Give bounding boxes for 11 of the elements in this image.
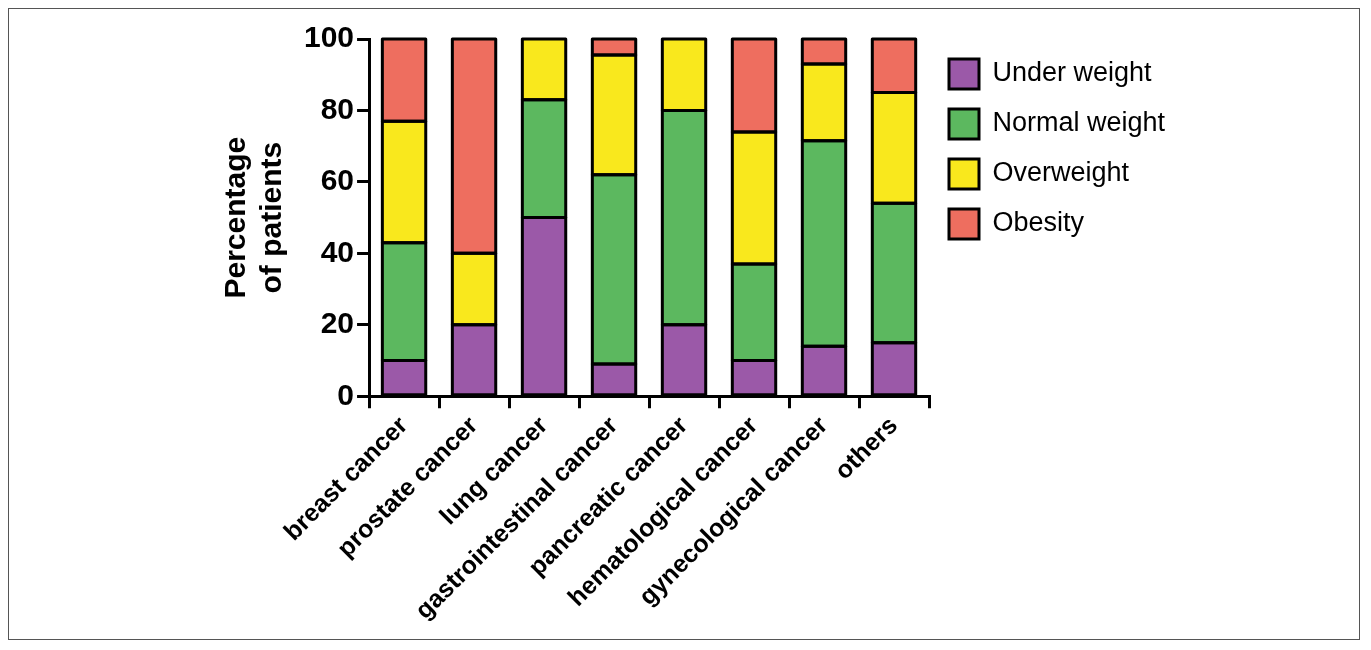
y-tick-label: 80 (320, 91, 355, 125)
legend-label: Overweight (992, 157, 1130, 188)
legend-label: Normal weight (992, 107, 1166, 138)
legend-label: Under weight (992, 57, 1153, 88)
y-tick-label: 20 (320, 306, 355, 340)
y-axis-title: Percentage of patients (218, 136, 288, 299)
y-tick-label: 40 (320, 234, 355, 268)
y-tick-label: 60 (320, 163, 355, 197)
y-tick-label: 0 (337, 377, 355, 411)
y-tick-label: 100 (303, 20, 355, 54)
legend-label: Obesity (992, 207, 1085, 238)
